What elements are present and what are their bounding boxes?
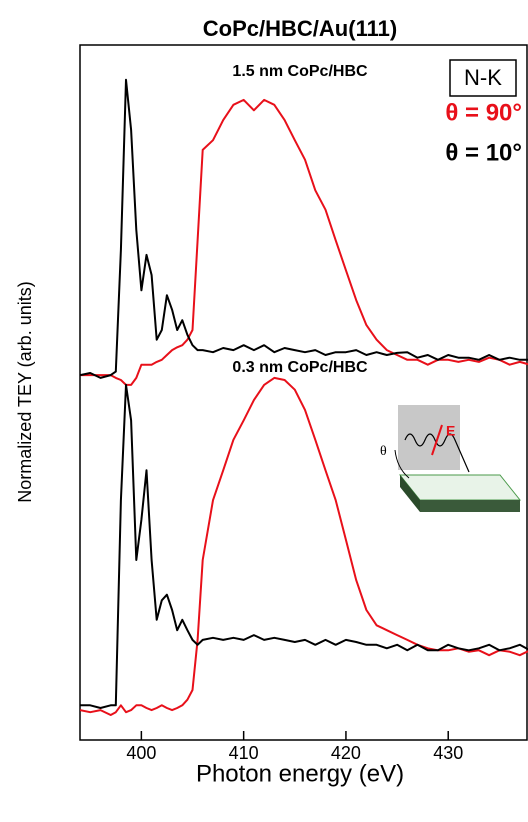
- inset-sample-side: [420, 500, 520, 512]
- series-line: [80, 376, 528, 716]
- y-axis-label: Normalized TEY (arb. units): [15, 281, 35, 502]
- plot-area: [80, 78, 528, 716]
- annotation: 0.3 nm CoPc/HBC: [232, 359, 368, 376]
- inset: θ E: [380, 405, 522, 512]
- inset-wave: [404, 433, 470, 473]
- inset-label: E: [446, 423, 455, 439]
- legend-entry: θ = 90°: [445, 99, 522, 126]
- x-tick-label: 430: [433, 743, 463, 763]
- inset-label: θ: [380, 444, 387, 459]
- legend-entry: θ = 10°: [445, 139, 522, 166]
- inset-sample-top: [398, 474, 522, 501]
- annotation: 1.5 nm CoPc/HBC: [232, 63, 368, 80]
- x-tick-label: 400: [126, 743, 156, 763]
- inset-beam: [398, 405, 460, 470]
- annotation: N-K: [464, 65, 502, 90]
- annotation-box: [449, 59, 517, 97]
- inset-sample-side: [400, 475, 420, 512]
- x-tick-label: 410: [229, 743, 259, 763]
- inset-angle-arc: [394, 449, 410, 479]
- x-axis-label: Photon energy (eV): [196, 760, 404, 787]
- series-line: [80, 78, 528, 379]
- series-line: [80, 383, 528, 709]
- plot-frame: [79, 44, 528, 741]
- inset-field-arrow: [431, 424, 443, 456]
- x-tick-label: 420: [331, 743, 361, 763]
- chart-title: CoPc/HBC/Au(111): [203, 16, 397, 41]
